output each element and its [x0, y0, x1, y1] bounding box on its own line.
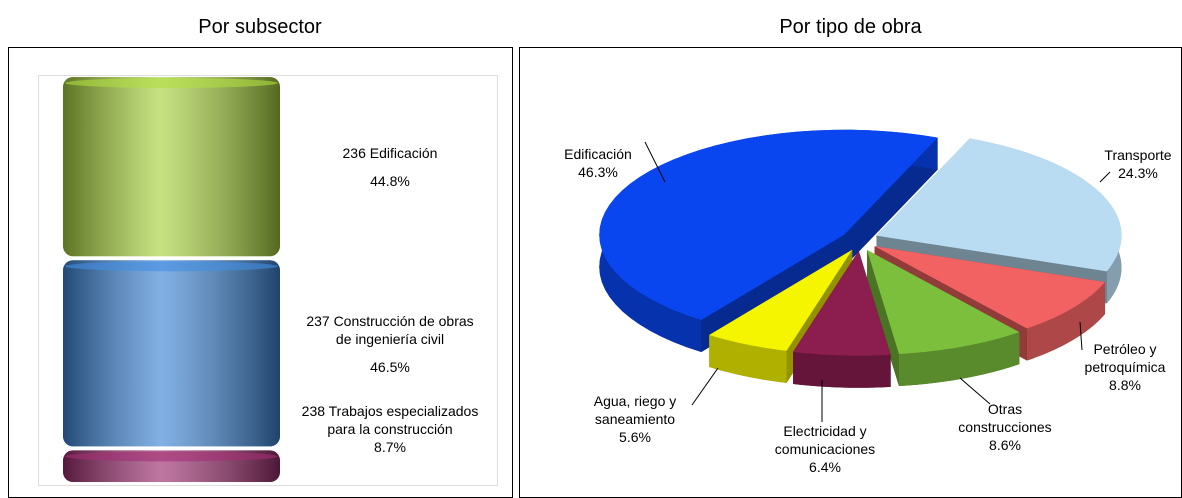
leader-line: [644, 141, 666, 183]
pie-slice: [867, 249, 1020, 355]
pie-side: [844, 137, 938, 267]
pie-slice: [599, 129, 938, 321]
plot-area: [38, 75, 498, 486]
label-text: 8.8%: [1109, 377, 1141, 393]
label-text: Edificación: [564, 146, 632, 162]
label-text: Electricidad y comunicaciones: [774, 423, 876, 457]
data-label: Transporte 24.3%: [1088, 146, 1182, 182]
label-text: 6.4%: [809, 459, 841, 475]
bar-shading: [63, 77, 280, 257]
label-text: 24.3%: [1118, 165, 1158, 181]
label-text: Agua, riego y saneamiento: [593, 393, 677, 427]
chart-title: Por tipo de obra: [779, 16, 922, 38]
data-label: Petróleo y petroquímica 8.8%: [1070, 340, 1180, 394]
chart-title: Por subsector: [198, 16, 322, 38]
label-text: 8.7%: [374, 439, 406, 455]
label-text: 237 Construcción de obras de ingeniería …: [306, 313, 474, 348]
leader-line: [1099, 171, 1111, 183]
pie-slice: [876, 138, 1122, 272]
label-text: 44.8%: [370, 172, 410, 189]
pie-slice: [793, 250, 891, 356]
data-label: Edificación 46.3%: [548, 145, 648, 181]
leader-line: [1079, 321, 1083, 351]
data-label: 237 Construcción de obras de ingeniería …: [300, 312, 480, 376]
pie-side: [867, 249, 899, 387]
pie-wall: [898, 332, 1020, 387]
bar-cap: [65, 451, 278, 462]
label-text: Otras construcciones: [958, 401, 1052, 435]
pie-wall: [709, 334, 787, 383]
pie-wall: [1026, 281, 1106, 361]
data-label: 238 Trabajos especializados para la cons…: [300, 402, 480, 456]
pie-slice: [874, 246, 1106, 329]
data-label: Electricidad y comunicaciones 6.4%: [765, 422, 885, 476]
bar-cap: [65, 78, 278, 88]
pie-wall: [793, 351, 891, 388]
pie-slice: [709, 249, 853, 351]
label-text: 236 Edificación: [342, 144, 438, 161]
bar-shading: [63, 260, 280, 447]
label-text: Transporte: [1104, 147, 1172, 163]
leader-line: [691, 367, 719, 406]
label-text: 5.6%: [619, 429, 651, 445]
leader-line: [959, 377, 991, 405]
data-label: Otras construcciones 8.6%: [950, 400, 1060, 454]
label-text: 238 Trabajos especializados para la cons…: [301, 403, 479, 437]
data-label: 236 Edificación 44.8%: [300, 144, 480, 190]
bar-cap: [65, 261, 278, 272]
label-text: 8.6%: [989, 437, 1021, 453]
data-label: Agua, riego y saneamiento 5.6%: [575, 392, 695, 446]
label-text: 46.3%: [578, 164, 618, 180]
label-text: Petróleo y petroquímica: [1084, 341, 1166, 375]
label-text: 46.5%: [370, 359, 410, 376]
